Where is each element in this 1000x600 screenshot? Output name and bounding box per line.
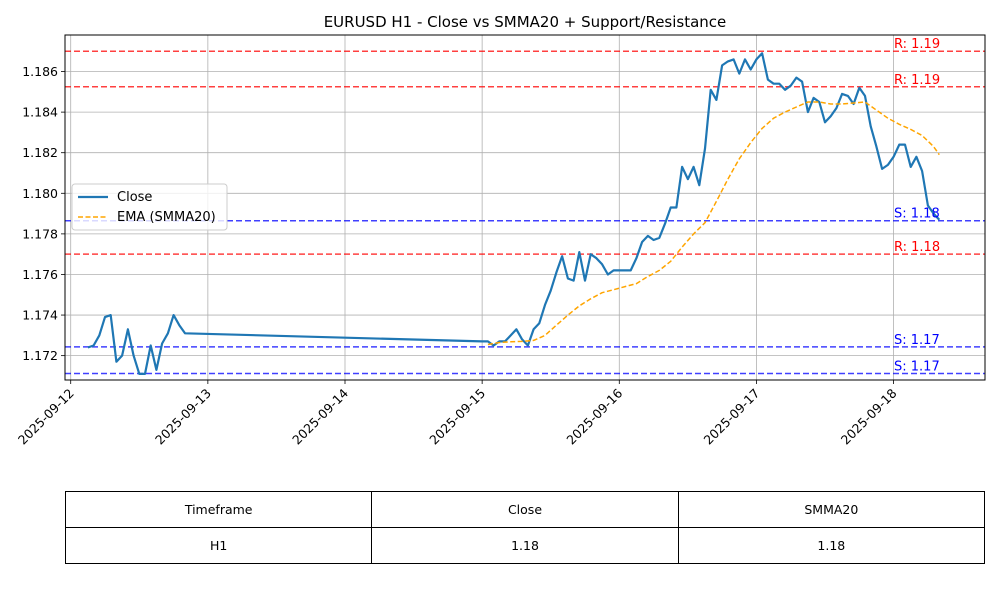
cell-timeframe: H1 bbox=[64, 527, 373, 564]
x-tick-label: 2025-09-12 bbox=[15, 386, 77, 448]
y-tick-label: 1.176 bbox=[22, 267, 58, 282]
legend-close-label: Close bbox=[117, 190, 152, 205]
support-level-label: S: 1.17 bbox=[894, 333, 940, 348]
summary-data-row: H1 1.18 1.18 bbox=[64, 527, 986, 564]
resistance-level-label: R: 1.19 bbox=[894, 73, 940, 88]
y-tick-label: 1.178 bbox=[22, 226, 58, 241]
y-tick-label: 1.186 bbox=[22, 64, 58, 79]
level-lines bbox=[65, 50, 985, 375]
y-tick-label: 1.174 bbox=[22, 308, 58, 323]
chart: EURUSD H1 - Close vs SMMA20 + Support/Re… bbox=[15, 13, 986, 447]
header-timeframe: Timeframe bbox=[64, 491, 373, 528]
close-series-line bbox=[87, 52, 941, 375]
resistance-level-label: R: 1.19 bbox=[894, 37, 940, 52]
resistance-level-label: R: 1.18 bbox=[894, 240, 940, 255]
y-tick-label: 1.172 bbox=[22, 348, 58, 363]
y-tick-label: 1.184 bbox=[22, 105, 58, 120]
series-lines bbox=[87, 52, 941, 375]
smma20-series-line bbox=[487, 101, 940, 346]
level-labels: R: 1.19 R: 1.19 S: 1.18 R: 1.18 S: 1.17 S: 1.… bbox=[894, 37, 940, 374]
x-tick-label: 2025-09-14 bbox=[289, 385, 351, 447]
legend: Close EMA (SMMA20) bbox=[71, 183, 228, 231]
support-level-label: S: 1.18 bbox=[894, 207, 940, 222]
legend-smma-label: EMA (SMMA20) bbox=[117, 210, 216, 225]
x-tick-label: 2025-09-13 bbox=[152, 386, 214, 448]
header-close: Close bbox=[371, 491, 679, 528]
cell-smma20: 1.18 bbox=[677, 527, 986, 564]
plot-frame bbox=[64, 34, 986, 381]
cell-close: 1.18 bbox=[371, 527, 679, 564]
y-tick-label: 1.182 bbox=[22, 145, 58, 160]
x-tick-label: 2025-09-15 bbox=[426, 386, 488, 448]
x-tick-label: 2025-09-17 bbox=[701, 386, 763, 448]
chart-title: EURUSD H1 - Close vs SMMA20 + Support/Re… bbox=[324, 13, 727, 31]
y-tick-label: 1.180 bbox=[22, 186, 58, 201]
legend-box bbox=[71, 183, 228, 231]
header-smma20: SMMA20 bbox=[677, 491, 986, 528]
summary-header-row: Timeframe Close SMMA20 bbox=[64, 491, 986, 528]
support-level-label: S: 1.17 bbox=[894, 360, 940, 375]
axis-ticks: 2025-09-12 2025-09-13 2025-09-14 2025-09-15… bbox=[15, 64, 900, 447]
summary-table: Timeframe Close SMMA20 H1 1.18 1.18 bbox=[64, 491, 986, 564]
x-tick-label: 2025-09-16 bbox=[563, 385, 625, 447]
x-tick-label: 2025-09-18 bbox=[838, 385, 900, 447]
